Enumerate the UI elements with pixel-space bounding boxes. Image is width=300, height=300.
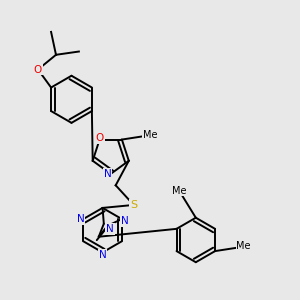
Text: O: O xyxy=(34,64,42,74)
Text: S: S xyxy=(130,200,137,210)
Text: Me: Me xyxy=(236,241,251,251)
Text: Me: Me xyxy=(172,186,187,196)
Text: O: O xyxy=(95,133,104,143)
Text: Me: Me xyxy=(143,130,158,140)
Text: N: N xyxy=(121,216,129,226)
Text: N: N xyxy=(106,224,114,234)
Text: N: N xyxy=(77,214,85,224)
Text: N: N xyxy=(99,250,106,260)
Text: N: N xyxy=(103,169,111,179)
